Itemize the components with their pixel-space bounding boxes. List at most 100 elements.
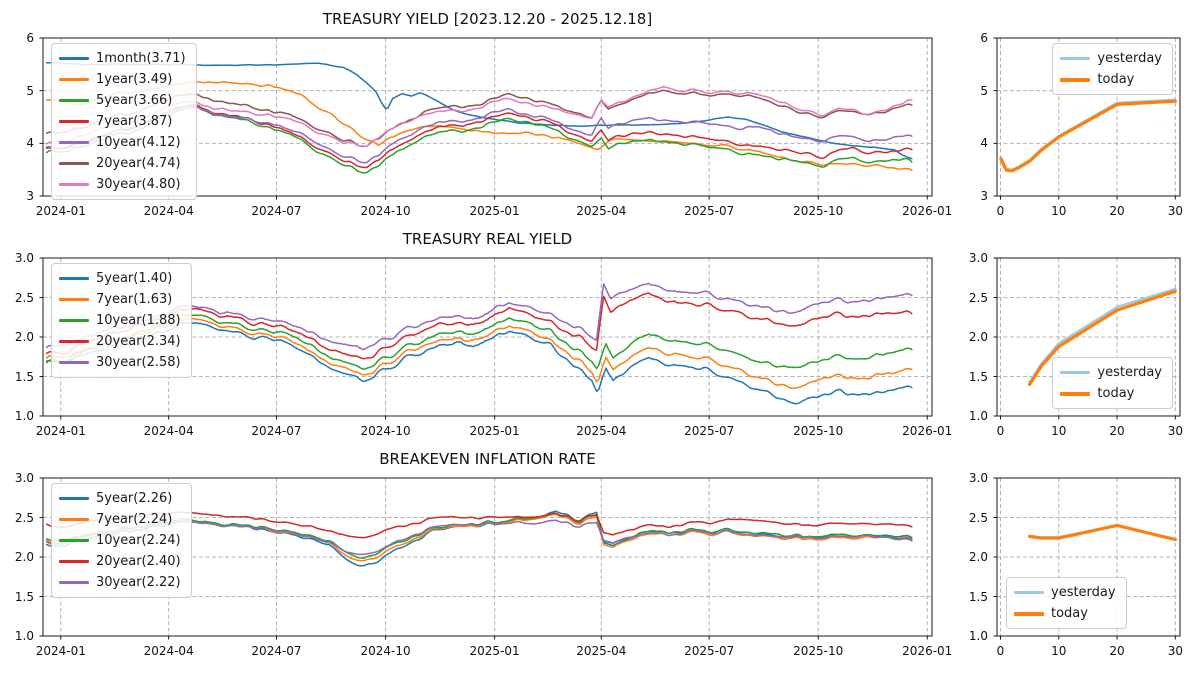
legend-label: 30year(2.58) [96, 355, 181, 370]
y-tick-label: 1.0 [14, 409, 34, 423]
x-tick-label: 2024-10 [360, 204, 411, 218]
x-tick-label: 2025-01 [469, 204, 520, 218]
legend-label: 7year(3.87) [96, 114, 173, 129]
legend-line-swatch [59, 162, 89, 165]
legend-line-swatch [1060, 391, 1091, 396]
legend: yesterday today [1052, 43, 1173, 95]
chart-title-treasury-real-yield: TREASURY REAL YIELD [402, 230, 573, 248]
legend-line-swatch [59, 57, 89, 60]
legend: 5year(1.40) 7year(1.63) 10year(1.88) 20year… [51, 263, 192, 378]
chart-title-breakeven-inflation-rate: BREAKEVEN INFLATION RATE [379, 450, 596, 468]
x-tick-label: 20 [1109, 644, 1125, 658]
legend-item: 5year(1.40) [59, 269, 181, 288]
legend-label: 1year(3.49) [96, 72, 173, 87]
legend-item: 30year(2.58) [59, 353, 181, 372]
x-tick-label: 2025-07 [684, 644, 735, 658]
legend-line-swatch [1014, 611, 1044, 616]
legend-label: yesterday [1097, 51, 1162, 66]
legend-line-swatch [59, 298, 89, 301]
legend-label: today [1097, 72, 1135, 87]
legend-label: yesterday [1097, 365, 1162, 380]
y-tick-label: 3.0 [968, 251, 988, 265]
legend-line-swatch [59, 340, 89, 343]
x-tick-label: 2024-04 [143, 204, 194, 218]
y-tick-label: 6 [26, 31, 34, 45]
y-tick-label: 2.0 [14, 550, 34, 564]
x-tick-label: 2025-04 [576, 644, 627, 658]
legend-line-swatch [1060, 57, 1091, 60]
legend-item: today [1014, 604, 1116, 623]
x-tick-label: 2024-04 [143, 424, 194, 438]
legend-line-swatch [59, 361, 89, 364]
legend-item: 20year(4.74) [59, 154, 186, 173]
legend-line-swatch [59, 99, 89, 102]
x-tick-label: 10 [1051, 204, 1067, 218]
legend-item: 5year(3.66) [59, 91, 186, 110]
x-tick-label: 2024-07 [251, 424, 302, 438]
legend-item: today [1060, 384, 1162, 403]
legend-item: 10year(1.88) [59, 311, 181, 330]
legend-line-swatch [59, 319, 89, 322]
legend-item: 7year(2.24) [59, 510, 181, 529]
y-tick-label: 1.0 [968, 409, 988, 423]
y-tick-label: 2.0 [968, 330, 988, 344]
y-tick-label: 1.5 [968, 369, 988, 384]
y-tick-label: 4 [26, 136, 34, 151]
y-tick-label: 1.0 [14, 629, 34, 643]
y-tick-label: 3.0 [14, 251, 34, 265]
x-tick-label: 2024-04 [143, 644, 194, 658]
x-tick-label: 2025-10 [793, 644, 844, 658]
x-tick-label: 2026-01 [902, 424, 953, 438]
legend-item: yesterday [1060, 363, 1162, 382]
legend: yesterday today [1052, 357, 1173, 409]
y-tick-label: 4 [980, 136, 988, 151]
legend-label: 20year(4.74) [96, 156, 181, 171]
legend-item: yesterday [1014, 583, 1116, 602]
x-tick-label: 2024-01 [35, 644, 86, 658]
legend-item: 10year(2.24) [59, 531, 181, 550]
legend-item: 20year(2.40) [59, 552, 181, 571]
legend-line-swatch [59, 560, 89, 563]
legend: yesterday today [1006, 577, 1127, 629]
legend-label: 1month(3.71) [96, 51, 186, 66]
legend: 1month(3.71) 1year(3.49) 5year(3.66) 7year(… [51, 43, 197, 200]
x-tick-label: 20 [1109, 204, 1125, 218]
legend-label: 20year(2.40) [96, 554, 181, 569]
legend-line-swatch [59, 120, 89, 123]
legend-item: 1year(3.49) [59, 70, 186, 89]
legend-line-swatch [59, 183, 89, 186]
chart-breakeven-inflation-curve: 1.0 1.5 2.0 2.5 3.0 0 10 20 30 yesterday today [969, 470, 1188, 658]
legend-line-swatch [1060, 371, 1091, 374]
legend-label: 10year(1.88) [96, 313, 181, 328]
legend-item: today [1060, 70, 1162, 89]
legend-label: 5year(2.26) [96, 491, 173, 506]
y-tick-label: 2.5 [14, 510, 34, 525]
x-tick-label: 2025-04 [576, 424, 627, 438]
x-tick-label: 30 [1167, 644, 1183, 658]
y-tick-label: 1.5 [14, 369, 34, 384]
legend-label: 30year(4.80) [96, 177, 181, 192]
y-tick-label: 2.5 [14, 290, 34, 305]
legend-line-swatch [59, 141, 89, 144]
legend-label: 30year(2.22) [96, 575, 181, 590]
chart-treasury-real-yield-curve: 1.0 1.5 2.0 2.5 3.0 0 10 20 30 yesterday today [969, 250, 1188, 438]
x-tick-label: 2025-07 [684, 424, 735, 438]
x-tick-label: 2024-01 [35, 424, 86, 438]
y-tick-label: 1.5 [14, 589, 34, 604]
x-tick-label: 30 [1167, 204, 1183, 218]
x-tick-label: 2025-01 [469, 424, 520, 438]
legend-item: 1month(3.71) [59, 49, 186, 68]
legend-line-swatch [59, 277, 89, 280]
legend-item: 30year(4.80) [59, 175, 186, 194]
legend-label: 7year(1.63) [96, 292, 173, 307]
y-tick-label: 6 [980, 31, 988, 45]
x-tick-label: 2025-04 [576, 204, 627, 218]
legend-line-swatch [59, 78, 89, 81]
y-tick-label: 3 [26, 189, 34, 203]
y-tick-label: 2.5 [968, 290, 988, 305]
x-tick-label: 2024-10 [360, 644, 411, 658]
x-tick-label: 10 [1051, 644, 1067, 658]
x-tick-label: 2026-01 [902, 204, 953, 218]
legend-label: today [1097, 386, 1135, 401]
y-tick-label: 2.5 [968, 510, 988, 525]
